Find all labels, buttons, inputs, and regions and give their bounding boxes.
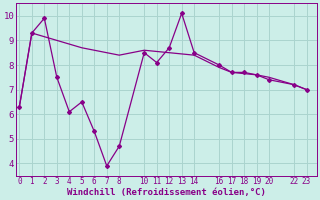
X-axis label: Windchill (Refroidissement éolien,°C): Windchill (Refroidissement éolien,°C) — [67, 188, 266, 197]
